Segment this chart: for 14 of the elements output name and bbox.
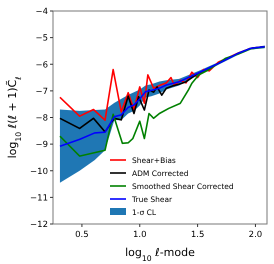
y-tick-label: −8: [35, 114, 48, 124]
x-axis-title: log$_{10}$ ℓ-mode: [125, 246, 196, 262]
y-tick-label: −5: [35, 34, 48, 44]
x-tick-label: 0.5: [75, 230, 89, 240]
y-tick-label: −12: [30, 220, 48, 230]
y-tick-label: −4: [35, 7, 48, 17]
y-tick-label: −10: [30, 166, 48, 177]
y-tick-label: −6: [35, 60, 48, 70]
x-tick-label: 1.0: [132, 230, 147, 240]
y-tick-label: −11: [30, 193, 48, 204]
y-tick-label: −9: [35, 140, 48, 150]
x-tick-label: 1.5: [190, 230, 204, 240]
x-tick-label: 2.0: [248, 230, 262, 240]
y-tick-label: −7: [35, 86, 48, 97]
